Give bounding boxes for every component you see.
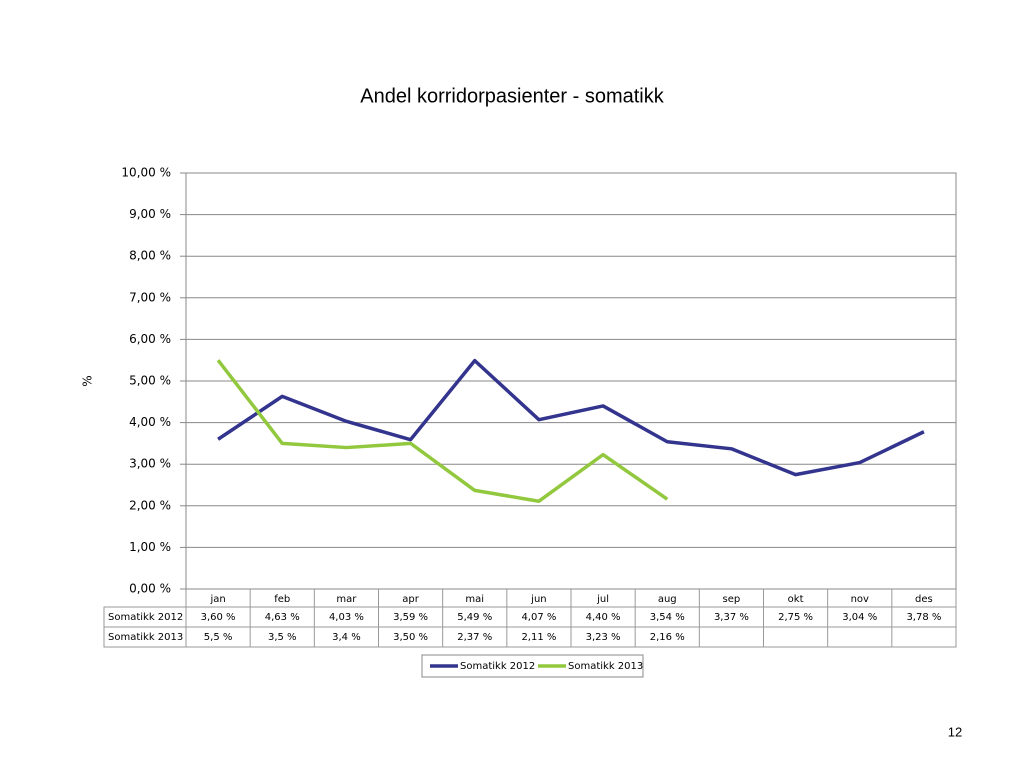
data-label: 3,78 % [906, 612, 941, 623]
y-tick-label: 9,00 % [129, 207, 171, 221]
x-tick-label: mai [465, 594, 484, 605]
data-label: 3,5 % [268, 632, 297, 643]
y-tick-label: 6,00 % [129, 332, 171, 346]
data-label: 4,40 % [586, 612, 621, 623]
y-tick-label: 10,00 % [121, 166, 171, 180]
y-tick-label: 7,00 % [129, 290, 171, 304]
x-tick-label: sep [723, 594, 741, 605]
data-label: 3,37 % [714, 612, 749, 623]
legend-label: Somatikk 2013 [568, 661, 643, 672]
data-label: 4,03 % [329, 612, 364, 623]
x-tick-label: jul [596, 594, 609, 605]
data-label: 2,11 % [521, 632, 556, 643]
data-label: 5,49 % [457, 612, 492, 623]
y-tick-label: 0,00 % [129, 582, 171, 596]
chart-title: Andel korridorpasienter - somatikk [360, 85, 664, 107]
data-label: 5,5 % [204, 632, 233, 643]
x-tick-label: jun [530, 594, 546, 605]
y-tick-label: 4,00 % [129, 415, 171, 429]
data-label: 3,59 % [393, 612, 428, 623]
y-tick-label: 2,00 % [129, 498, 171, 512]
legend-label: Somatikk 2012 [460, 661, 535, 672]
data-label: 3,54 % [650, 612, 685, 623]
series-line [217, 358, 925, 477]
legend-box [421, 654, 644, 678]
x-tick-label: feb [274, 594, 290, 605]
series-line [216, 359, 669, 503]
table-row-label: Somatikk 2013 [108, 632, 183, 643]
data-label: 2,37 % [457, 632, 492, 643]
data-label: 3,04 % [842, 612, 877, 623]
y-tick-label: 8,00 % [129, 249, 171, 263]
table-row-label: Somatikk 2012 [108, 612, 183, 623]
x-tick-label: nov [851, 594, 869, 605]
x-tick-label: aug [658, 594, 677, 605]
y-tick-label: 3,00 % [129, 457, 171, 471]
x-tick-label: jan [209, 594, 225, 605]
x-tick-label: mar [336, 594, 357, 605]
x-tick-label: okt [788, 594, 804, 605]
y-tick-label: 5,00 % [129, 374, 171, 388]
data-label: 3,50 % [393, 632, 428, 643]
data-label: 3,4 % [332, 632, 361, 643]
y-axis-label: % [81, 375, 95, 386]
data-label: 2,16 % [650, 632, 685, 643]
x-tick-label: apr [402, 594, 419, 605]
page-number: 12 [948, 724, 962, 739]
data-label: 4,07 % [521, 612, 556, 623]
data-label: 2,75 % [778, 612, 813, 623]
y-tick-label: 1,00 % [129, 540, 171, 554]
x-tick-label: des [915, 594, 933, 605]
data-label: 4,63 % [265, 612, 300, 623]
data-label: 3,60 % [201, 612, 236, 623]
data-label: 3,23 % [586, 632, 621, 643]
